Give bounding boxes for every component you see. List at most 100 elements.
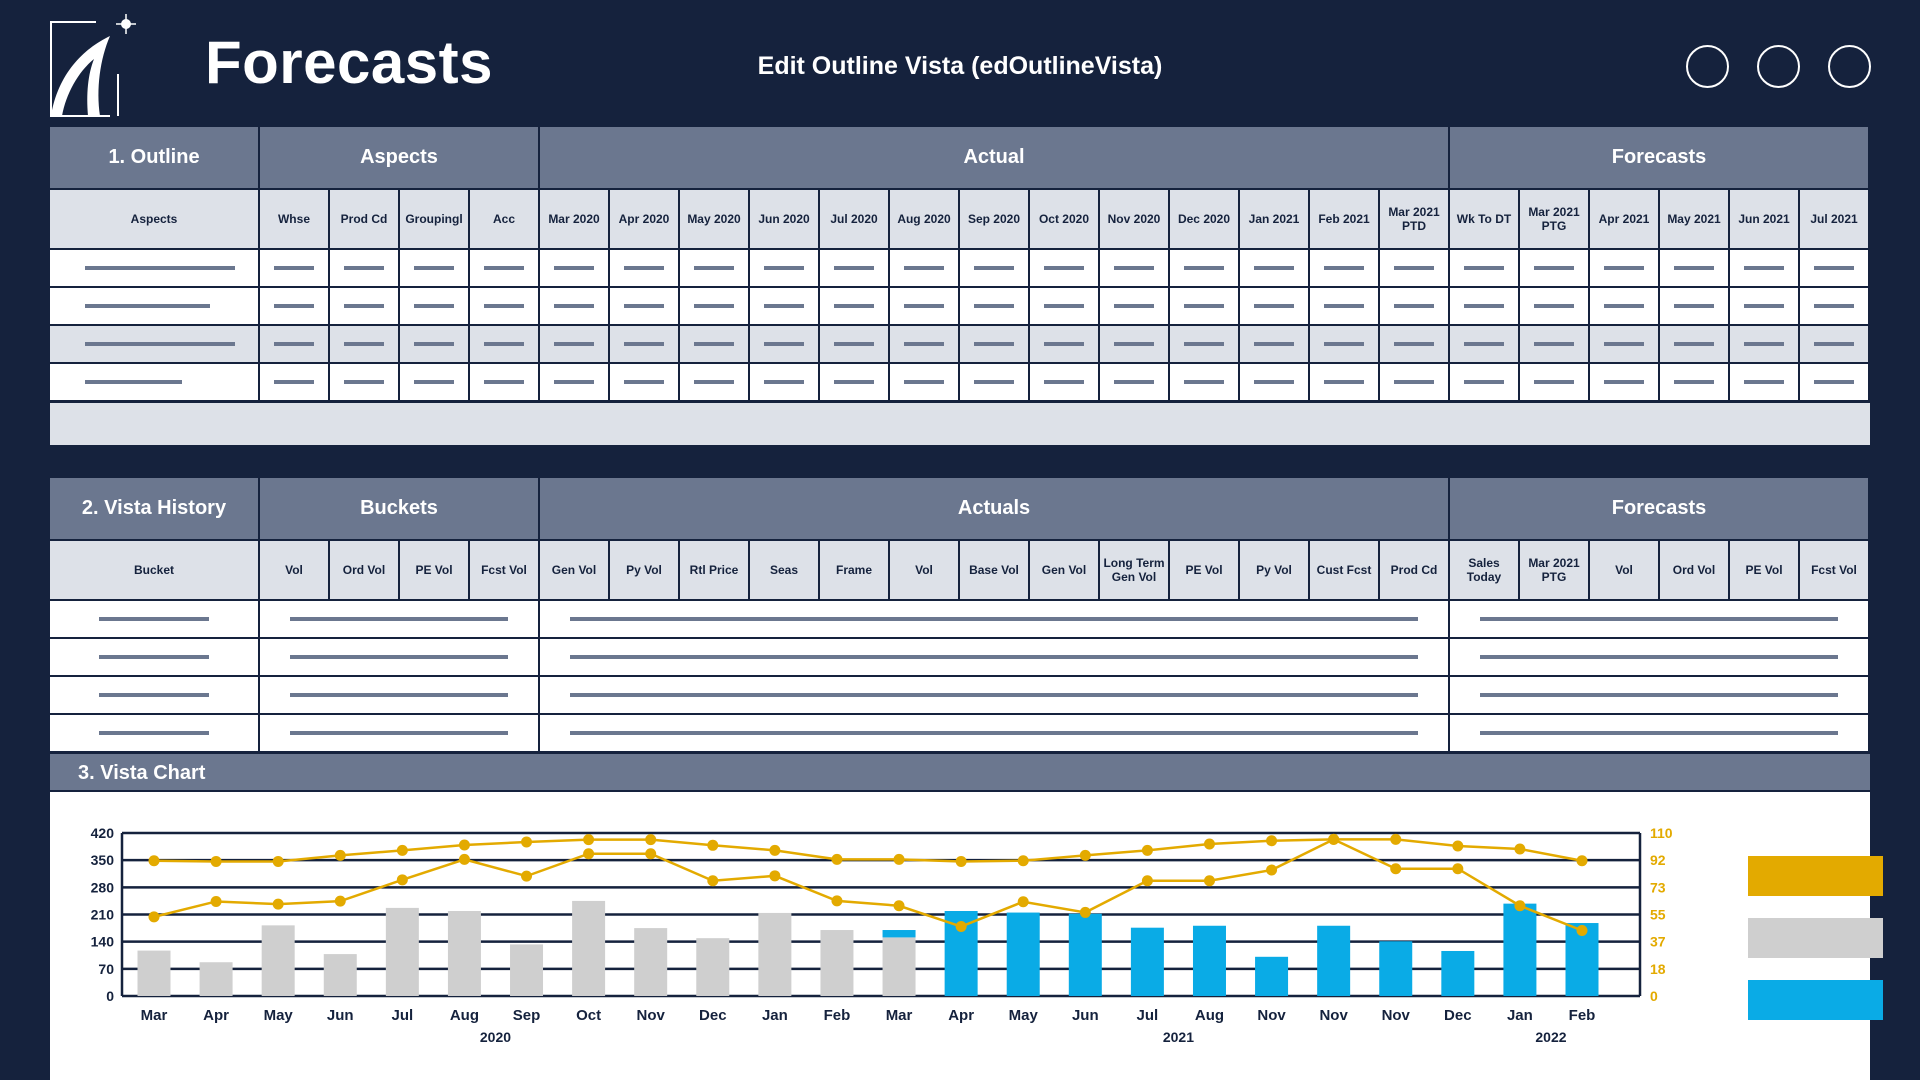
table-cell[interactable] [1800, 288, 1870, 326]
table-cell[interactable] [1030, 364, 1100, 402]
table-cell[interactable] [890, 326, 960, 364]
table-cell[interactable] [1590, 250, 1660, 288]
table-cell[interactable] [960, 250, 1030, 288]
table-cell[interactable] [1310, 288, 1380, 326]
table-cell[interactable] [1030, 326, 1100, 364]
column-header-apr-2020[interactable]: Apr 2020 [610, 190, 680, 250]
table-cell[interactable] [540, 288, 610, 326]
table-cell[interactable] [1240, 288, 1310, 326]
table-cell[interactable] [260, 250, 330, 288]
column-header-prod-cd[interactable]: Prod Cd [1380, 541, 1450, 601]
table-cell[interactable] [610, 326, 680, 364]
column-header-py-vol[interactable]: Py Vol [1240, 541, 1310, 601]
column-header-jan-2021[interactable]: Jan 2021 [1240, 190, 1310, 250]
table-cell[interactable] [470, 364, 540, 402]
column-header-seas[interactable]: Seas [750, 541, 820, 601]
table-cell[interactable] [50, 601, 260, 639]
table-cell[interactable] [1590, 326, 1660, 364]
table-cell[interactable] [260, 601, 540, 639]
table-cell[interactable] [1310, 364, 1380, 402]
table-cell[interactable] [400, 326, 470, 364]
table-cell[interactable] [1730, 250, 1800, 288]
table-cell[interactable] [400, 250, 470, 288]
table-cell[interactable] [750, 326, 820, 364]
table-cell[interactable] [680, 288, 750, 326]
table-cell[interactable] [1170, 364, 1240, 402]
column-header-mar-2021-ptg[interactable]: Mar 2021 PTG [1520, 541, 1590, 601]
column-header-rtl-price[interactable]: Rtl Price [680, 541, 750, 601]
table-cell[interactable] [610, 364, 680, 402]
table-cell[interactable] [1380, 250, 1450, 288]
column-header-may-2021[interactable]: May 2021 [1660, 190, 1730, 250]
table-cell[interactable] [1450, 364, 1520, 402]
table-cell[interactable] [1450, 639, 1870, 677]
column-header-feb-2021[interactable]: Feb 2021 [1310, 190, 1380, 250]
table-cell[interactable] [1450, 601, 1870, 639]
column-header-nov-2020[interactable]: Nov 2020 [1100, 190, 1170, 250]
table-cell[interactable] [50, 639, 260, 677]
table-cell[interactable] [680, 364, 750, 402]
column-header-groupingl[interactable]: Groupingl [400, 190, 470, 250]
column-header-vol[interactable]: Vol [260, 541, 330, 601]
table-cell[interactable] [1450, 677, 1870, 715]
table-cell[interactable] [1380, 364, 1450, 402]
table-cell[interactable] [750, 364, 820, 402]
column-header-cust-fcst[interactable]: Cust Fcst [1310, 541, 1380, 601]
table-cell[interactable] [1730, 288, 1800, 326]
column-header-bucket[interactable]: Bucket [50, 541, 260, 601]
column-header-fcst-vol[interactable]: Fcst Vol [470, 541, 540, 601]
table-cell[interactable] [540, 677, 1450, 715]
column-header-vol[interactable]: Vol [890, 541, 960, 601]
column-header-aspects[interactable]: Aspects [50, 190, 260, 250]
column-header-sep-2020[interactable]: Sep 2020 [960, 190, 1030, 250]
column-header-base-vol[interactable]: Base Vol [960, 541, 1030, 601]
table-cell[interactable] [1660, 288, 1730, 326]
table-row[interactable] [50, 326, 1870, 364]
table-row[interactable] [50, 364, 1870, 402]
table-cell[interactable] [960, 288, 1030, 326]
column-header-pe-vol[interactable]: PE Vol [1730, 541, 1800, 601]
table-cell[interactable] [260, 715, 540, 753]
table-cell[interactable] [1310, 326, 1380, 364]
table-cell[interactable] [890, 288, 960, 326]
column-header-gen-vol[interactable]: Gen Vol [1030, 541, 1100, 601]
column-header-mar-2020[interactable]: Mar 2020 [540, 190, 610, 250]
column-header-jul-2020[interactable]: Jul 2020 [820, 190, 890, 250]
table-cell[interactable] [1590, 288, 1660, 326]
table-cell[interactable] [820, 288, 890, 326]
table-cell[interactable] [960, 364, 1030, 402]
table-cell[interactable] [260, 326, 330, 364]
column-header-mar-2021-ptd[interactable]: Mar 2021 PTD [1380, 190, 1450, 250]
table-cell[interactable] [260, 364, 330, 402]
column-header-jul-2021[interactable]: Jul 2021 [1800, 190, 1870, 250]
table-cell[interactable] [750, 288, 820, 326]
column-header-pe-vol[interactable]: PE Vol [400, 541, 470, 601]
table-cell[interactable] [540, 601, 1450, 639]
table-cell[interactable] [1660, 250, 1730, 288]
column-header-acc[interactable]: Acc [470, 190, 540, 250]
table-cell[interactable] [610, 288, 680, 326]
table-row[interactable] [50, 601, 1870, 639]
table-row[interactable] [50, 288, 1870, 326]
table-cell[interactable] [540, 639, 1450, 677]
window-button-3[interactable] [1828, 45, 1871, 88]
table-cell[interactable] [50, 715, 260, 753]
table-cell[interactable] [610, 250, 680, 288]
table-cell[interactable] [470, 250, 540, 288]
table-cell[interactable] [1100, 326, 1170, 364]
table-cell[interactable] [1100, 250, 1170, 288]
table-cell[interactable] [820, 250, 890, 288]
table-cell[interactable] [1520, 364, 1590, 402]
column-header-oct-2020[interactable]: Oct 2020 [1030, 190, 1100, 250]
table-cell[interactable] [1240, 364, 1310, 402]
table-cell[interactable] [330, 288, 400, 326]
table-cell[interactable] [330, 326, 400, 364]
table-cell[interactable] [1240, 326, 1310, 364]
table-cell[interactable] [1450, 250, 1520, 288]
table-cell[interactable] [260, 288, 330, 326]
table-cell[interactable] [540, 364, 610, 402]
table-cell[interactable] [1730, 326, 1800, 364]
table-cell[interactable] [470, 326, 540, 364]
column-header-wk-to-dt[interactable]: Wk To DT [1450, 190, 1520, 250]
table-cell[interactable] [960, 326, 1030, 364]
